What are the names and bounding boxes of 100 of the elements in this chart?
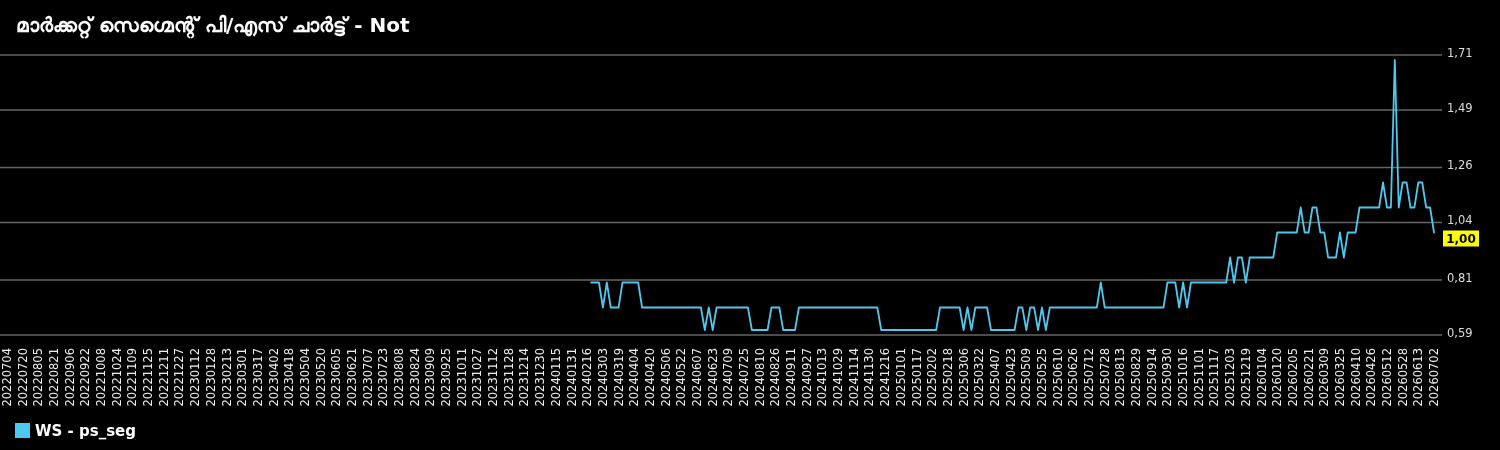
x-tick-label: 20221227 — [172, 348, 187, 407]
x-tick-label: 20221008 — [94, 348, 109, 407]
x-tick-label: 20240319 — [611, 348, 626, 407]
x-tick-label: 20260309 — [1317, 348, 1332, 407]
x-tick-label: 20260325 — [1332, 348, 1347, 407]
x-tick-label: 20250829 — [1129, 348, 1144, 407]
x-tick-label: 20231230 — [533, 348, 548, 407]
x-tick-label: 20250930 — [1160, 348, 1175, 407]
x-tick-label: 20230808 — [392, 348, 407, 407]
x-tick-label: 20241216 — [878, 348, 893, 407]
x-tick-label: 20240810 — [752, 348, 767, 407]
x-tick-label: 20230520 — [313, 348, 328, 407]
y-tick-label: 0,59 — [1447, 325, 1473, 340]
y-tick-label: 1,26 — [1447, 158, 1473, 172]
x-tick-label: 20240420 — [642, 348, 657, 407]
x-tick-label: 20240522 — [674, 348, 689, 407]
x-tick-label: 20250306 — [956, 348, 971, 407]
x-tick-label: 20260120 — [1270, 348, 1285, 407]
x-tick-label: 20240607 — [689, 348, 704, 407]
x-tick-label: 20230504 — [297, 348, 312, 407]
x-tick-label: 20231214 — [517, 348, 532, 407]
x-tick-label: 20250813 — [1113, 348, 1128, 407]
line-series — [590, 59, 1435, 331]
y-tick-label: 1,49 — [1447, 100, 1473, 115]
x-tick-label: 20221024 — [109, 348, 124, 407]
x-tick-label: 20251101 — [1191, 348, 1206, 407]
x-tick-label: 20250509 — [1019, 348, 1034, 407]
x-tick-label: 20221109 — [125, 348, 140, 407]
x-tick-label: 20230621 — [344, 348, 359, 407]
x-tick-label: 20251117 — [1207, 348, 1222, 407]
x-tick-label: 20240927 — [799, 348, 814, 407]
x-tick-label: 20260426 — [1364, 348, 1379, 407]
x-tick-label: 20250423 — [1003, 348, 1018, 407]
x-tick-label: 20230301 — [235, 348, 250, 407]
x-tick-label: 20250218 — [940, 348, 955, 407]
y-tick-label: 0,81 — [1447, 270, 1473, 285]
x-tick-label: 20220704 — [0, 348, 14, 407]
chart-title: മാർക്കറ്റ് സെഗ്മെന്റ് പി/എസ് ചാർട്ട് - Not — [16, 13, 410, 39]
x-tick-label: 20221125 — [141, 348, 156, 407]
x-tick-label: 20250626 — [1066, 348, 1081, 407]
x-tick-label: 20241114 — [846, 348, 861, 407]
y-tick-label: 1,04 — [1447, 213, 1473, 227]
x-tick-label: 20250610 — [1050, 348, 1065, 407]
x-tick-label: 20250407 — [987, 348, 1002, 407]
x-tick-label: 20240709 — [721, 348, 736, 407]
x-tick-label: 20260104 — [1254, 348, 1269, 407]
x-tick-label: 20230925 — [439, 348, 454, 407]
x-tick-label: 20240404 — [627, 348, 642, 407]
x-tick-label: 20221211 — [156, 348, 171, 407]
x-tick-label: 20220922 — [78, 348, 93, 407]
x-tick-label: 20241013 — [815, 348, 830, 407]
x-tick-label: 20260702 — [1427, 348, 1441, 407]
x-tick-label: 20251203 — [1223, 348, 1238, 407]
x-tick-label: 20240826 — [768, 348, 783, 407]
x-tick-label: 20220720 — [15, 348, 30, 407]
x-tick-label: 20241029 — [831, 348, 846, 407]
x-tick-label: 20240623 — [705, 348, 720, 407]
x-tick-label: 20230128 — [203, 348, 218, 407]
x-tick-label: 20250914 — [1144, 348, 1159, 407]
x-tick-label: 20230213 — [219, 348, 234, 407]
x-tick-label: 20250101 — [893, 348, 908, 407]
x-tick-label: 20240725 — [737, 348, 752, 407]
x-tick-label: 20240131 — [564, 348, 579, 407]
x-tick-label: 20250202 — [925, 348, 940, 407]
x-tick-label: 20231112 — [486, 348, 501, 407]
x-tick-label: 20260410 — [1348, 348, 1363, 407]
y-tick-label: 1,71 — [1447, 45, 1473, 60]
x-tick-label: 20260613 — [1411, 348, 1426, 407]
x-tick-label: 20230824 — [407, 348, 422, 407]
x-tick-label: 20250525 — [1034, 348, 1049, 407]
x-tick-label: 20240303 — [595, 348, 610, 407]
x-tick-label: 20230418 — [282, 348, 297, 407]
x-tick-label: 20230723 — [376, 348, 391, 407]
x-tick-label: 20230402 — [266, 348, 281, 407]
x-tick-label: 20260221 — [1301, 348, 1316, 407]
x-tick-label: 20230605 — [329, 348, 344, 407]
x-tick-label: 20260528 — [1395, 348, 1410, 407]
x-tick-label: 20240911 — [784, 348, 799, 407]
x-tick-label: 20231011 — [454, 348, 469, 407]
x-tick-label: 20231128 — [501, 348, 516, 407]
x-tick-label: 20260512 — [1379, 348, 1394, 407]
x-tick-label: 20241130 — [862, 348, 877, 407]
x-tick-label: 20250712 — [1082, 348, 1097, 407]
x-tick-label: 20220805 — [31, 348, 46, 407]
x-tick-label: 20250728 — [1097, 348, 1112, 407]
x-tick-label: 20240216 — [580, 348, 595, 407]
x-tick-label: 20230909 — [423, 348, 438, 407]
x-tick-label: 20251016 — [1176, 348, 1191, 407]
legend-label: WS - ps_seg — [35, 422, 137, 440]
x-tick-label: 20240506 — [658, 348, 673, 407]
annotation: 1,00 — [1446, 232, 1476, 246]
x-tick-label: 20220821 — [47, 348, 62, 407]
x-tick-label: 20220906 — [62, 348, 77, 407]
x-tick-label: 20231027 — [470, 348, 485, 407]
x-tick-label: 20250322 — [972, 348, 987, 407]
x-tick-label: 20250117 — [909, 348, 924, 407]
x-tick-label: 20230112 — [188, 348, 203, 407]
x-tick-label: 20240115 — [548, 348, 563, 407]
x-tick-label: 20251219 — [1238, 348, 1253, 407]
x-tick-label: 20230317 — [250, 348, 265, 407]
